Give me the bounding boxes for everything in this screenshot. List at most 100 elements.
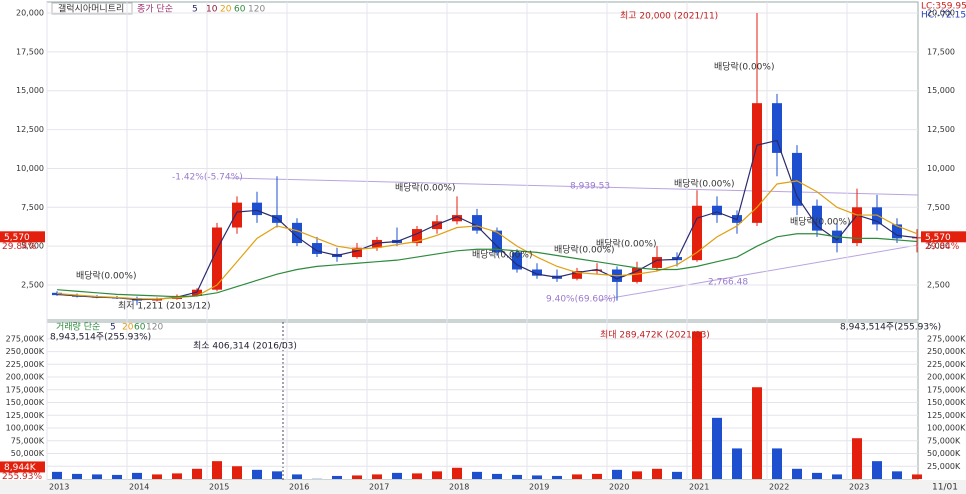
- candle-body: [632, 267, 642, 282]
- candle-body: [592, 269, 602, 272]
- volume-title: 거래량 단순: [56, 321, 100, 333]
- y-tick-label: 225,000K: [927, 360, 966, 369]
- annotation: -1.42%(-5.74%): [172, 173, 243, 183]
- volume-bar: [492, 473, 502, 479]
- x-axis-band: [0, 480, 966, 494]
- y-tick-label: 5,000: [927, 242, 950, 251]
- volume-bar: [52, 471, 62, 479]
- annotation: 배당락(0.00%): [714, 61, 774, 73]
- candle-body: [872, 207, 882, 225]
- candle-body: [532, 269, 542, 276]
- candle-body: [652, 257, 662, 268]
- candle-body: [692, 205, 702, 261]
- y-tick-label: 5,000: [21, 242, 44, 251]
- volume-bar: [652, 468, 662, 479]
- volume-bar: [792, 468, 802, 479]
- volume-bar: [232, 466, 242, 479]
- x-tick-label: 2015: [209, 483, 229, 492]
- candle-body: [792, 152, 802, 206]
- volume-bar: [292, 474, 302, 479]
- annotation: 최소 406,314 (2016/03): [193, 341, 297, 352]
- volume-bar: [852, 438, 862, 479]
- y-tick-label: 17,500: [16, 47, 44, 56]
- y-tick-label: 7,500: [927, 203, 950, 212]
- y-tick-label: 15,000: [16, 86, 44, 95]
- x-tick-label: 2013: [49, 483, 69, 492]
- volume-bar: [772, 448, 782, 479]
- volume-bar: [432, 471, 442, 479]
- y-tick-label: 275,000K: [927, 334, 966, 343]
- y-tick-label: 7,500: [21, 203, 44, 212]
- volume-badge: [0, 461, 45, 473]
- candle-body: [432, 221, 442, 230]
- y-tick-label: 200,000K: [927, 373, 966, 382]
- annotation: 최저 1,211 (2013/12): [118, 301, 210, 312]
- legend-entry: 5: [110, 323, 116, 333]
- annotation: 9.40%(69.60%): [546, 295, 616, 305]
- volume-badge-label: 8,944K: [4, 463, 37, 473]
- candle-body: [912, 237, 922, 239]
- legend-entry: 60: [234, 5, 246, 15]
- candle-body: [352, 247, 362, 258]
- x-tick-label: 2021: [689, 483, 709, 492]
- annotation: 배당락(0.00%): [554, 244, 614, 256]
- volume-bar: [252, 469, 262, 479]
- y-tick-label: 150,000K: [6, 398, 45, 407]
- volume-bar: [132, 472, 142, 479]
- y-tick-label: 50,000K: [927, 449, 961, 458]
- ma-line: [56, 180, 918, 300]
- candle-body: [812, 205, 822, 231]
- candle-body: [712, 205, 722, 216]
- ma-line: [56, 233, 918, 298]
- y-tick-label: 200,000K: [6, 373, 45, 382]
- volume-bar: [72, 473, 82, 479]
- candle-body: [372, 239, 382, 248]
- price-badge: [921, 231, 966, 243]
- price-badge-label: 5,570: [925, 233, 951, 243]
- volume-bar: [692, 331, 702, 479]
- y-tick-label: 12,500: [16, 125, 44, 134]
- volume-bar: [912, 474, 922, 479]
- legend-entry: 10: [206, 5, 218, 15]
- trend-line: [599, 244, 919, 301]
- x-tick-label: 2019: [529, 483, 549, 492]
- y-tick-label: 15,000: [927, 86, 955, 95]
- volume-bar: [572, 474, 582, 479]
- candle-body: [472, 215, 482, 231]
- candle-body: [312, 243, 322, 254]
- volume-bar: [632, 471, 642, 479]
- annotation: 배당락(0.00%): [596, 238, 656, 250]
- price-badge-label: 5,570: [4, 233, 30, 243]
- candle-body: [412, 229, 422, 244]
- annotation: 8,943,514주(255.93%): [840, 322, 941, 333]
- x-tick-label: 2023: [849, 483, 869, 492]
- y-tick-label: 275,000K: [6, 334, 45, 343]
- y-tick-label: 2,500: [927, 281, 950, 290]
- annotation: 배당락(0.00%): [76, 270, 136, 282]
- candle-body: [572, 271, 582, 279]
- candle-body: [892, 224, 902, 239]
- y-tick-label: 225,000K: [6, 360, 45, 369]
- price-badge-pct: 29.84%: [925, 242, 960, 252]
- lc: LC:359.95: [921, 2, 966, 12]
- y-tick-label: 75,000K: [11, 436, 45, 445]
- volume-bar: [152, 474, 162, 479]
- volume-bar: [192, 468, 202, 479]
- annotation: 8,939.53: [570, 182, 610, 192]
- x-tick-label: 2018: [449, 483, 469, 492]
- y-tick-label: 10,000: [16, 164, 44, 173]
- volume-bar: [452, 467, 462, 479]
- candle-body: [772, 103, 782, 153]
- y-tick-label: 75,000K: [927, 436, 961, 445]
- x-tick-label: 2020: [609, 483, 629, 492]
- annotation: 8,943,514주(255.93%): [50, 332, 151, 343]
- volume-bar: [672, 471, 682, 479]
- stock-name: 갤럭시아머니트리: [58, 3, 124, 15]
- candle-body: [752, 103, 762, 223]
- annotation: 최대 289,472K (2021/03): [600, 330, 710, 341]
- y-tick-label: 250,000K: [6, 347, 45, 356]
- candle-body: [292, 222, 302, 244]
- volume-bar: [712, 417, 722, 479]
- hc: HC:-72.15: [921, 11, 966, 21]
